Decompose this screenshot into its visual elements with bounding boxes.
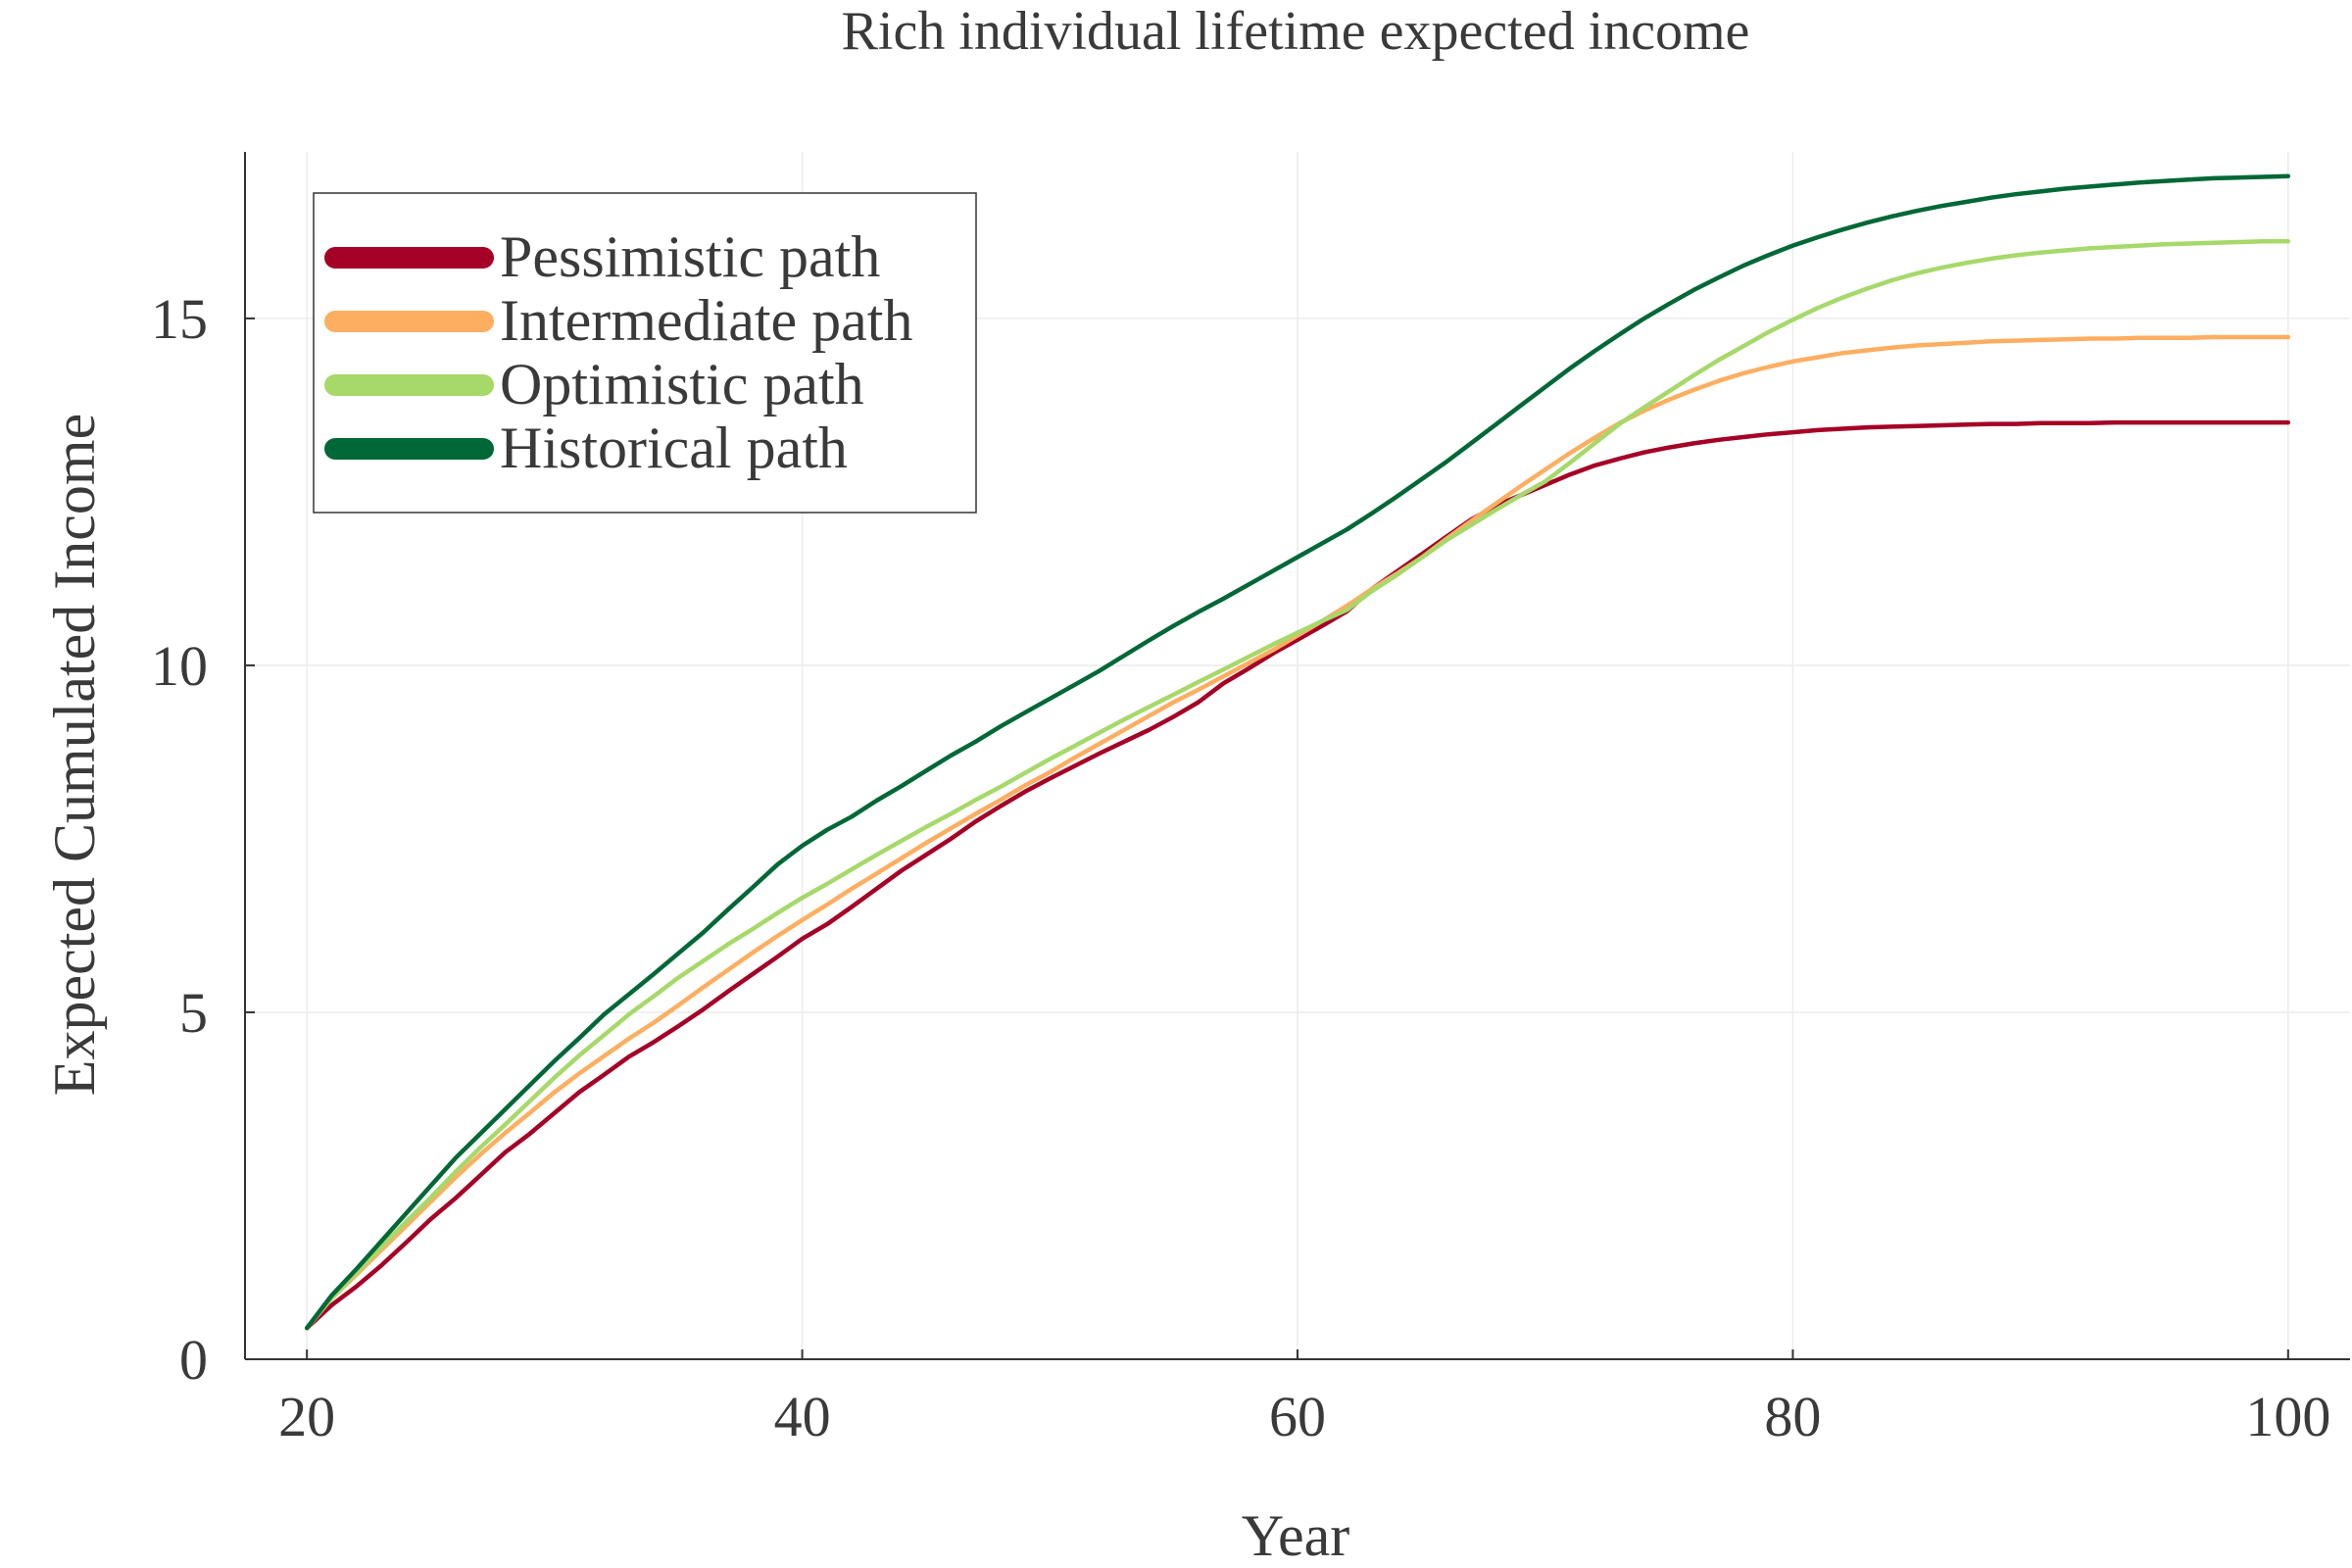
y-tick-label: 10 — [151, 634, 208, 698]
y-axis-label: Expected Cumulated Income — [42, 414, 107, 1096]
series-line-historical-path — [304, 173, 2291, 1331]
series-line-pessimistic-path — [304, 419, 2291, 1331]
x-tick-label: 80 — [1764, 1385, 1821, 1448]
series-lines — [304, 173, 2291, 1331]
x-axis-ticks: 20 40 60 80 100 — [278, 1349, 2330, 1448]
legend-entry-intermediate-path: Intermediate path — [324, 288, 912, 353]
legend-label: Optimistic path — [500, 352, 864, 416]
legend-label: Pessimistic path — [500, 224, 880, 289]
x-axis-label: Year — [1242, 1503, 1350, 1568]
x-tick-label: 40 — [774, 1385, 831, 1448]
y-tick-label: 15 — [151, 287, 208, 351]
legend-entry-pessimistic-path: Pessimistic path — [324, 224, 880, 289]
x-tick-label: 20 — [278, 1385, 335, 1448]
x-tick-label: 100 — [2245, 1385, 2330, 1448]
legend-label: Historical path — [500, 416, 848, 480]
y-tick-label: 0 — [179, 1328, 208, 1392]
y-tick-label: 5 — [179, 981, 208, 1045]
x-tick-label: 60 — [1269, 1385, 1326, 1448]
legend-entry-optimistic-path: Optimistic path — [324, 352, 864, 416]
legend-label: Intermediate path — [500, 288, 912, 353]
legend-entry-historical-path: Historical path — [324, 416, 848, 480]
y-axis-ticks: 0 5 10 15 — [151, 287, 255, 1392]
chart-title: Rich individual lifetime expected income — [842, 1, 1750, 62]
series-line-intermediate-path — [304, 334, 2291, 1331]
series-line-optimistic-path — [304, 239, 2291, 1331]
